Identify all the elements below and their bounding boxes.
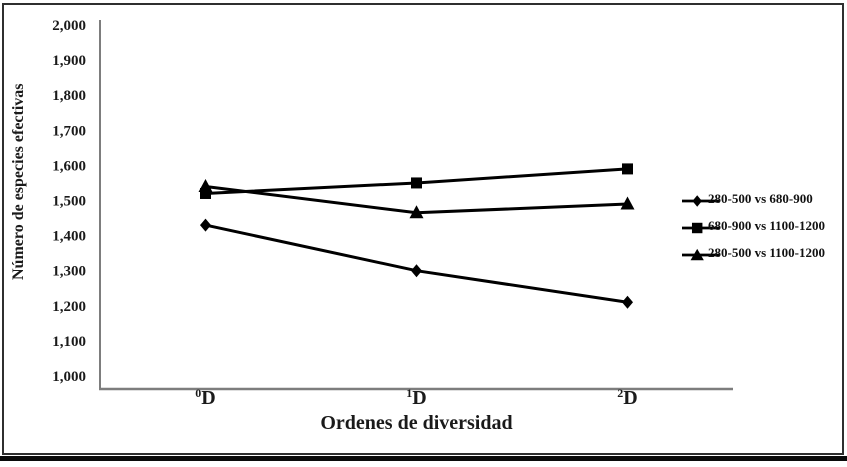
legend-item: 680-900 vs 1100-1200 [682,209,825,236]
legend-label: 280-500 vs 1100-1200 [708,245,825,260]
legend-item: 280-500 vs 680-900 [682,182,825,209]
svg-text:1,400: 1,400 [52,229,86,245]
svg-text:2D: 2D [617,386,637,409]
svg-text:1,200: 1,200 [52,299,86,315]
axes [99,20,733,391]
y-axis-tick-labels: 2,000 1,900 1,800 1,700 1,600 1,500 1,400 1,300… [52,18,86,385]
svg-text:1,900: 1,900 [52,53,86,69]
bottom-rule [0,456,847,461]
y-axis-title: Número de especies efectivas [10,83,27,281]
svg-text:1,000: 1,000 [52,369,86,385]
legend-label: 280-500 vs 680-900 [708,191,813,206]
x-axis-title: Ordenes de diversidad [320,412,513,434]
square-series-icon [682,222,720,234]
diamond-series-icon [682,195,720,207]
svg-text:1,600: 1,600 [52,158,86,174]
legend: 280-500 vs 680-900 680-900 vs 1100-1200 … [682,182,825,263]
legend-item: 280-500 vs 1100-1200 [682,236,825,263]
svg-text:1D: 1D [406,386,426,409]
svg-text:1,100: 1,100 [52,334,86,350]
svg-text:1,800: 1,800 [52,88,86,104]
svg-text:2,000: 2,000 [52,18,86,34]
svg-text:1,700: 1,700 [52,123,86,139]
triangle-series-icon [682,248,720,261]
legend-label: 680-900 vs 1100-1200 [708,218,825,233]
x-axis-tick-labels: 0D 1D 2D [195,386,637,409]
svg-text:0D: 0D [195,386,215,409]
svg-text:1,300: 1,300 [52,264,86,280]
chart-series [198,163,635,309]
svg-text:1,500: 1,500 [52,194,86,210]
